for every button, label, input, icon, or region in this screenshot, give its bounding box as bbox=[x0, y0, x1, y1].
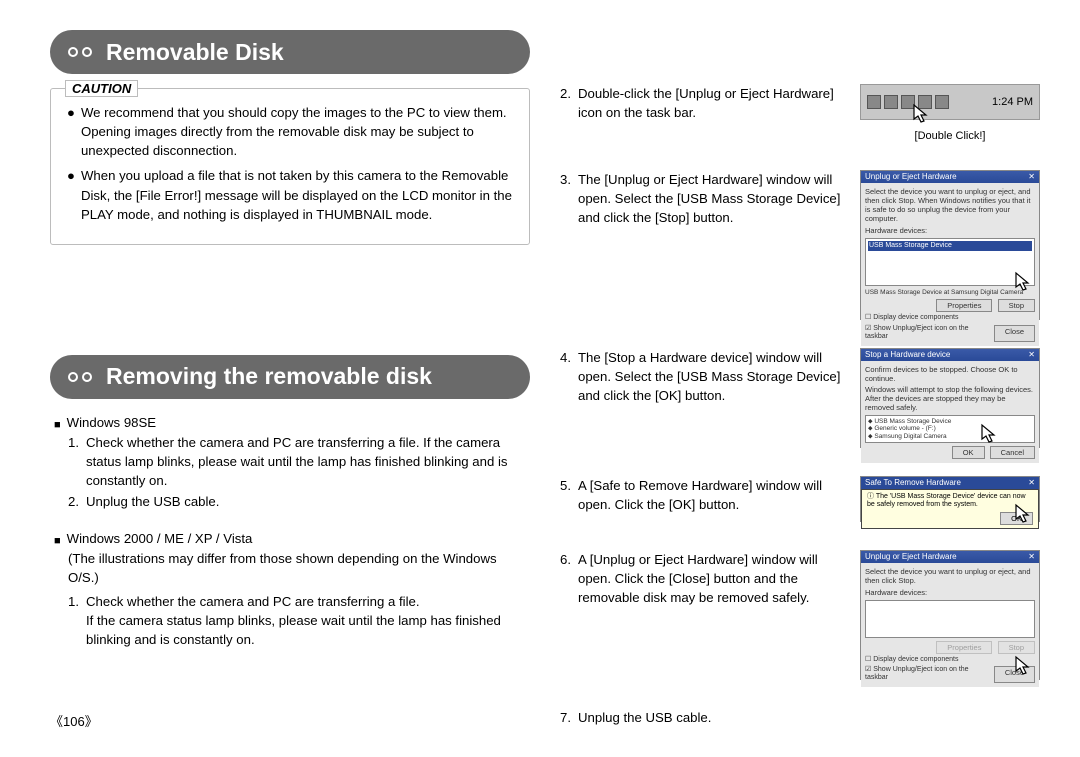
close-icon: ✕ bbox=[1028, 478, 1035, 488]
step4-num: 4. bbox=[560, 348, 578, 405]
heading-removable-disk: Removable Disk bbox=[50, 30, 530, 74]
unplug-hw-label: Hardware devices: bbox=[865, 226, 1035, 235]
safe-title: Safe To Remove Hardware bbox=[865, 478, 961, 488]
cursor-icon bbox=[1013, 503, 1033, 525]
step2-num: 2. bbox=[560, 84, 578, 122]
win2000-step1-text: Check whether the camera and PC are tran… bbox=[86, 592, 530, 649]
win98-section: ■Windows 98SE 1.Check whether the camera… bbox=[54, 413, 530, 512]
win98-header: Windows 98SE bbox=[67, 415, 156, 430]
double-click-label: [Double Click!] bbox=[860, 130, 1040, 142]
step6-num: 6. bbox=[560, 550, 578, 607]
step3-num: 3. bbox=[560, 170, 578, 227]
caution-text-1: We recommend that you should copy the im… bbox=[81, 103, 513, 160]
unplug2-hw-label: Hardware devices: bbox=[865, 588, 1035, 597]
close-icon: ✕ bbox=[1028, 172, 1035, 182]
cursor-icon bbox=[1013, 655, 1033, 677]
win98-step2-text: Unplug the USB cable. bbox=[86, 492, 530, 511]
caution-text-2: When you upload a file that is not taken… bbox=[81, 166, 513, 223]
win2000-step1: 1.Check whether the camera and PC are tr… bbox=[68, 592, 530, 649]
caution-box: CAUTION ● We recommend that you should c… bbox=[50, 88, 530, 245]
stop-title: Stop a Hardware device bbox=[865, 350, 950, 360]
step7-text: Unplug the USB cable. bbox=[578, 708, 848, 727]
caution-label: CAUTION bbox=[65, 80, 138, 97]
step2-row: 2.Double-click the [Unplug or Eject Hard… bbox=[560, 84, 1040, 142]
heading-removing: Removing the removable disk bbox=[50, 355, 530, 399]
close-icon: ✕ bbox=[1028, 552, 1035, 562]
close-button[interactable]: Close bbox=[994, 325, 1035, 342]
unplug2-chk1: Display device components bbox=[873, 656, 958, 663]
step5-text: A [Safe to Remove Hardware] window will … bbox=[578, 476, 848, 514]
step2-text: Double-click the [Unplug or Eject Hardwa… bbox=[578, 84, 848, 122]
stop-desc2: Windows will attempt to stop the followi… bbox=[865, 385, 1035, 412]
cursor-icon bbox=[1013, 271, 1033, 293]
unplug-chk1: Display device components bbox=[873, 314, 958, 321]
safe-msg: The 'USB Mass Storage Device' device can… bbox=[867, 493, 1026, 508]
unplug2-desc: Select the device you want to unplug or … bbox=[865, 567, 1035, 585]
left-column: Removable Disk CAUTION ● We recommend th… bbox=[50, 30, 530, 757]
taskbar-time: 1:24 PM bbox=[992, 96, 1033, 108]
stop-item1: USB Mass Storage Device bbox=[874, 418, 951, 425]
cursor-icon bbox=[911, 103, 931, 125]
ok-button[interactable]: OK bbox=[952, 446, 985, 459]
step6-text: A [Unplug or Eject Hardware] window will… bbox=[578, 550, 848, 607]
win98-step1-text: Check whether the camera and PC are tran… bbox=[86, 433, 530, 490]
tray-icon bbox=[884, 95, 898, 109]
unplug-title: Unplug or Eject Hardware bbox=[865, 172, 957, 182]
win2000-header: Windows 2000 / ME / XP / Vista bbox=[67, 531, 253, 546]
win98-step2: 2.Unplug the USB cable. bbox=[68, 492, 530, 511]
unplug-selected: USB Mass Storage Device bbox=[868, 241, 1032, 251]
tray-icon bbox=[935, 95, 949, 109]
step5-row: 5.A [Safe to Remove Hardware] window wil… bbox=[560, 476, 1040, 522]
unplug2-title: Unplug or Eject Hardware bbox=[865, 552, 957, 562]
heading1-title: Removable Disk bbox=[106, 39, 284, 66]
stop-desc: Confirm devices to be stopped. Choose OK… bbox=[865, 365, 1035, 383]
tray-icon bbox=[867, 95, 881, 109]
unplug-dialog: Unplug or Eject Hardware ✕ Select the dev… bbox=[860, 170, 1040, 320]
page-number: 《106》 bbox=[50, 711, 98, 730]
properties-button[interactable]: Properties bbox=[936, 641, 992, 654]
cursor-icon bbox=[979, 423, 999, 445]
unplug-chk2: Show Unplug/Eject icon on the taskbar bbox=[865, 325, 969, 340]
unplug-desc: Select the device you want to unplug or … bbox=[865, 187, 1035, 223]
stop-button[interactable]: Stop bbox=[998, 641, 1035, 654]
win2000-note: (The illustrations may differ from those… bbox=[68, 549, 530, 587]
step4-text: The [Stop a Hardware device] window will… bbox=[578, 348, 848, 405]
cancel-button[interactable]: Cancel bbox=[990, 446, 1035, 459]
step5-num: 5. bbox=[560, 476, 578, 514]
stop-item2: Generic volume - (F:) bbox=[874, 425, 935, 432]
step4-row: 4.The [Stop a Hardware device] window wi… bbox=[560, 348, 1040, 448]
unplug-footer: USB Mass Storage Device at Samsung Digit… bbox=[865, 289, 1035, 297]
stop-button[interactable]: Stop bbox=[998, 299, 1035, 312]
properties-button[interactable]: Properties bbox=[936, 299, 992, 312]
step3-text: The [Unplug or Eject Hardware] window wi… bbox=[578, 170, 848, 227]
taskbar-figure: 1:24 PM [Double Click!] bbox=[860, 84, 1040, 142]
safe-remove-dialog: Safe To Remove Hardware✕ ⓘ The 'USB Mass… bbox=[860, 476, 1040, 522]
step6-row: 6.A [Unplug or Eject Hardware] window wi… bbox=[560, 550, 1040, 680]
caution-item-1: ● We recommend that you should copy the … bbox=[67, 103, 513, 160]
win98-step1: 1.Check whether the camera and PC are tr… bbox=[68, 433, 530, 490]
right-column: 2.Double-click the [Unplug or Eject Hard… bbox=[560, 30, 1040, 757]
stop-item3: Samsung Digital Camera bbox=[874, 433, 946, 440]
unplug2-dialog: Unplug or Eject Hardware ✕ Select the dev… bbox=[860, 550, 1040, 680]
unplug2-chk2: Show Unplug/Eject icon on the taskbar bbox=[865, 666, 969, 681]
win2000-section: ■Windows 2000 / ME / XP / Vista (The ill… bbox=[54, 529, 530, 649]
step7-row: 7.Unplug the USB cable. bbox=[560, 708, 1040, 729]
close-icon: ✕ bbox=[1028, 350, 1035, 360]
stop-dialog: Stop a Hardware device ✕ Confirm devices … bbox=[860, 348, 1040, 448]
step3-row: 3.The [Unplug or Eject Hardware] window … bbox=[560, 170, 1040, 320]
heading2-title: Removing the removable disk bbox=[106, 363, 432, 390]
caution-item-2: ● When you upload a file that is not tak… bbox=[67, 166, 513, 223]
step7-num: 7. bbox=[560, 708, 578, 727]
